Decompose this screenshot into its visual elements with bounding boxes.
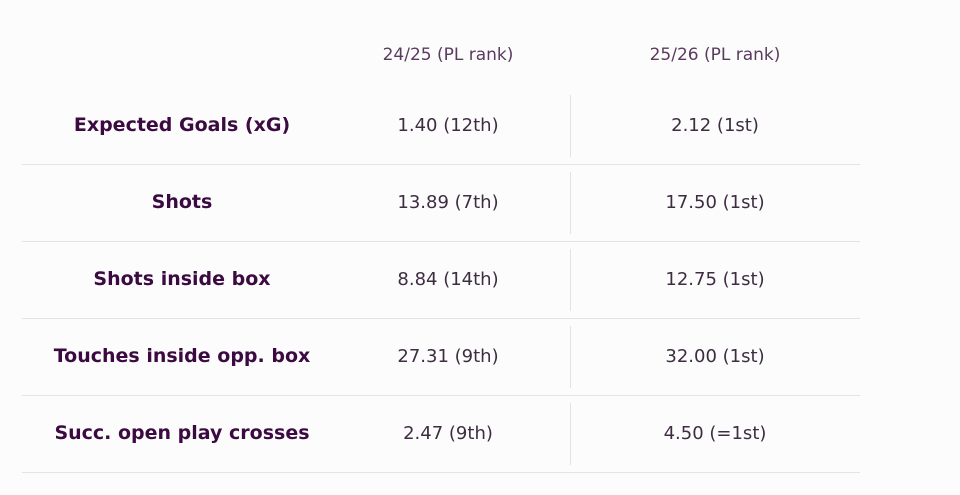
value-2425: 2.47 (9th) xyxy=(403,423,493,444)
table-row: Shots inside box 8.84 (14th) 12.75 (1st) xyxy=(22,241,860,319)
column-divider xyxy=(570,95,571,157)
value-2526: 2.12 (1st) xyxy=(671,115,759,136)
value-2425: 1.40 (12th) xyxy=(397,115,499,136)
value-2425: 27.31 (9th) xyxy=(397,346,499,367)
value-2526: 4.50 (=1st) xyxy=(663,423,767,444)
table-row: Touches inside opp. box 27.31 (9th) 32.0… xyxy=(22,318,860,396)
table-row: Succ. open play crosses 2.47 (9th) 4.50 … xyxy=(22,395,860,473)
table-row: Shots 13.89 (7th) 17.50 (1st) xyxy=(22,164,860,242)
header-2425: 24/25 (PL rank) xyxy=(382,45,514,65)
value-2526: 12.75 (1st) xyxy=(665,269,765,290)
row-label: Succ. open play crosses xyxy=(54,422,310,444)
row-label: Expected Goals (xG) xyxy=(73,114,291,136)
column-divider xyxy=(570,403,571,465)
column-divider xyxy=(570,172,571,234)
value-2526: 17.50 (1st) xyxy=(665,192,765,213)
row-label: Touches inside opp. box xyxy=(53,345,311,367)
header-2526: 25/26 (PL rank) xyxy=(649,45,781,65)
column-divider xyxy=(570,249,571,311)
value-2425: 13.89 (7th) xyxy=(397,192,499,213)
table-row: Expected Goals (xG) 1.40 (12th) 2.12 (1s… xyxy=(22,87,860,165)
row-label: Shots inside box xyxy=(93,268,271,290)
column-divider xyxy=(570,326,571,388)
row-label: Shots xyxy=(151,191,213,213)
value-2425: 8.84 (14th) xyxy=(397,269,499,290)
value-2526: 32.00 (1st) xyxy=(665,346,765,367)
